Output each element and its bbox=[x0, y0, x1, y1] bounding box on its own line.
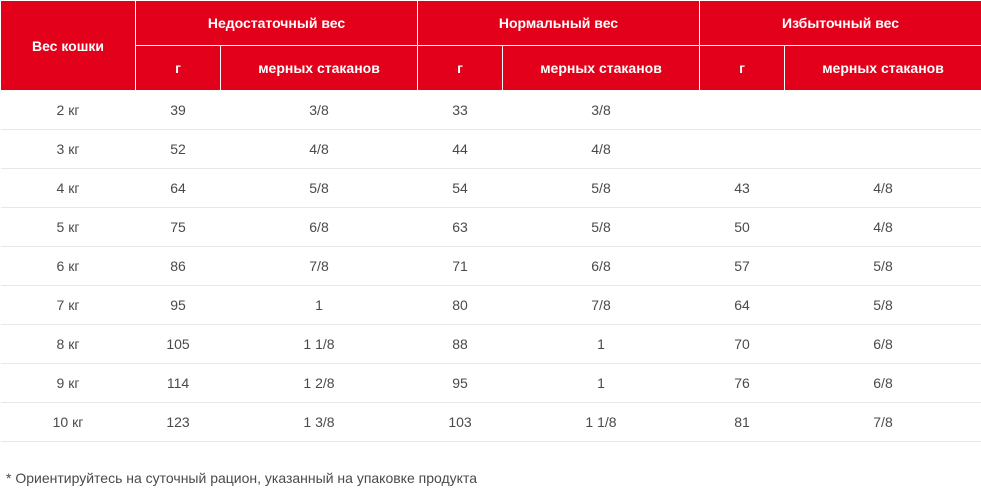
cell-over-g: 70 bbox=[700, 325, 785, 364]
cell-over-g: 76 bbox=[700, 364, 785, 403]
table-row: 2 кг393/8333/8 bbox=[1, 91, 981, 130]
cell-over-g: 64 bbox=[700, 286, 785, 325]
cell-normal-cups: 4/8 bbox=[503, 130, 700, 169]
cell-normal-cups: 3/8 bbox=[503, 91, 700, 130]
cell-under-cups: 1 1/8 bbox=[221, 325, 418, 364]
table-row: 3 кг524/8444/8 bbox=[1, 130, 981, 169]
cell-weight: 3 кг bbox=[1, 130, 136, 169]
cell-weight: 2 кг bbox=[1, 91, 136, 130]
table-row: 10 кг1231 3/81031 1/8817/8 bbox=[1, 403, 981, 442]
cell-weight: 4 кг bbox=[1, 169, 136, 208]
table-row: 8 кг1051 1/8881706/8 bbox=[1, 325, 981, 364]
cell-weight: 8 кг bbox=[1, 325, 136, 364]
cell-normal-g: 44 bbox=[418, 130, 503, 169]
cell-normal-g: 88 bbox=[418, 325, 503, 364]
cell-normal-g: 33 bbox=[418, 91, 503, 130]
cell-weight: 9 кг bbox=[1, 364, 136, 403]
header-group-normal: Нормальный вес bbox=[418, 1, 700, 46]
cell-under-g: 114 bbox=[136, 364, 221, 403]
header-group-underweight: Недостаточный вес bbox=[136, 1, 418, 46]
table-row: 7 кг951807/8645/8 bbox=[1, 286, 981, 325]
cell-over-g bbox=[700, 130, 785, 169]
footnote: * Ориентируйтесь на суточный рацион, ука… bbox=[0, 470, 981, 500]
cell-normal-cups: 7/8 bbox=[503, 286, 700, 325]
cell-under-cups: 4/8 bbox=[221, 130, 418, 169]
cell-normal-g: 80 bbox=[418, 286, 503, 325]
cell-normal-g: 71 bbox=[418, 247, 503, 286]
cell-over-g: 50 bbox=[700, 208, 785, 247]
cell-normal-g: 63 bbox=[418, 208, 503, 247]
cell-normal-cups: 5/8 bbox=[503, 169, 700, 208]
table-row: 5 кг756/8635/8504/8 bbox=[1, 208, 981, 247]
cell-normal-cups: 1 1/8 bbox=[503, 403, 700, 442]
table-row: 4 кг645/8545/8434/8 bbox=[1, 169, 981, 208]
header-weight: Вес кошки bbox=[1, 1, 136, 91]
cell-normal-g: 54 bbox=[418, 169, 503, 208]
cell-over-g bbox=[700, 91, 785, 130]
feeding-table: Вес кошки Недостаточный вес Нормальный в… bbox=[0, 0, 981, 442]
cell-under-g: 64 bbox=[136, 169, 221, 208]
cell-over-cups bbox=[785, 130, 981, 169]
table-body: 2 кг393/8333/83 кг524/8444/84 кг645/8545… bbox=[1, 91, 981, 442]
table-row: 9 кг1141 2/8951766/8 bbox=[1, 364, 981, 403]
cell-under-cups: 1 2/8 bbox=[221, 364, 418, 403]
cell-under-g: 123 bbox=[136, 403, 221, 442]
cell-over-cups: 4/8 bbox=[785, 169, 981, 208]
cell-normal-g: 95 bbox=[418, 364, 503, 403]
cell-weight: 5 кг bbox=[1, 208, 136, 247]
cell-over-g: 43 bbox=[700, 169, 785, 208]
cell-over-g: 81 bbox=[700, 403, 785, 442]
cell-under-g: 52 bbox=[136, 130, 221, 169]
cell-normal-cups: 1 bbox=[503, 364, 700, 403]
header-under-g: г bbox=[136, 46, 221, 91]
table-head: Вес кошки Недостаточный вес Нормальный в… bbox=[1, 1, 981, 91]
cell-weight: 6 кг bbox=[1, 247, 136, 286]
cell-under-g: 95 bbox=[136, 286, 221, 325]
header-normal-cups: мерных стаканов bbox=[503, 46, 700, 91]
cell-over-cups: 5/8 bbox=[785, 286, 981, 325]
cell-over-cups: 6/8 bbox=[785, 325, 981, 364]
cell-under-cups: 6/8 bbox=[221, 208, 418, 247]
cell-under-cups: 5/8 bbox=[221, 169, 418, 208]
cell-over-cups bbox=[785, 91, 981, 130]
table-row: 6 кг867/8716/8575/8 bbox=[1, 247, 981, 286]
cell-weight: 10 кг bbox=[1, 403, 136, 442]
cell-under-g: 105 bbox=[136, 325, 221, 364]
header-over-g: г bbox=[700, 46, 785, 91]
cell-normal-cups: 6/8 bbox=[503, 247, 700, 286]
cell-over-cups: 5/8 bbox=[785, 247, 981, 286]
header-group-overweight: Избыточный вес bbox=[700, 1, 981, 46]
header-under-cups: мерных стаканов bbox=[221, 46, 418, 91]
cell-under-cups: 7/8 bbox=[221, 247, 418, 286]
cell-weight: 7 кг bbox=[1, 286, 136, 325]
cell-over-g: 57 bbox=[700, 247, 785, 286]
cell-over-cups: 4/8 bbox=[785, 208, 981, 247]
cell-under-g: 86 bbox=[136, 247, 221, 286]
cell-over-cups: 7/8 bbox=[785, 403, 981, 442]
cell-normal-g: 103 bbox=[418, 403, 503, 442]
cell-under-g: 39 bbox=[136, 91, 221, 130]
feeding-table-wrap: Вес кошки Недостаточный вес Нормальный в… bbox=[0, 0, 981, 500]
cell-normal-cups: 1 bbox=[503, 325, 700, 364]
cell-under-cups: 1 bbox=[221, 286, 418, 325]
cell-under-g: 75 bbox=[136, 208, 221, 247]
cell-under-cups: 1 3/8 bbox=[221, 403, 418, 442]
cell-under-cups: 3/8 bbox=[221, 91, 418, 130]
cell-over-cups: 6/8 bbox=[785, 364, 981, 403]
header-over-cups: мерных стаканов bbox=[785, 46, 981, 91]
header-normal-g: г bbox=[418, 46, 503, 91]
cell-normal-cups: 5/8 bbox=[503, 208, 700, 247]
